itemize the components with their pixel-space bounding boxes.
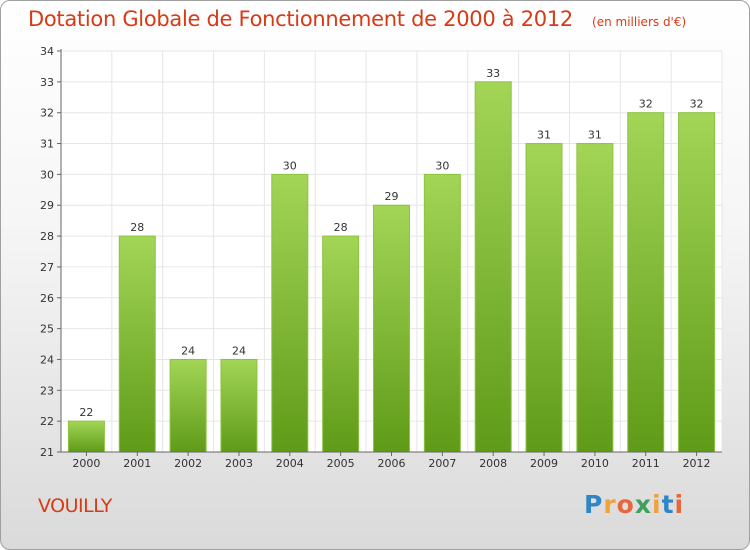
data-label: 29: [385, 190, 399, 203]
data-label: 24: [181, 344, 195, 357]
logo-letter: x: [634, 490, 652, 519]
y-tick-label: 29: [40, 199, 54, 212]
bar: [576, 143, 614, 453]
bar: [678, 112, 716, 453]
logo-letter: P: [584, 490, 604, 519]
data-label: 31: [588, 129, 602, 142]
bar: [423, 173, 461, 453]
bar: [474, 81, 512, 453]
y-tick-label: 27: [40, 261, 54, 274]
y-tick-label: 34: [40, 45, 54, 58]
y-tick-label: 23: [40, 384, 54, 397]
bar: [373, 204, 410, 453]
chart-unit: (en milliers d'€): [592, 15, 687, 29]
x-tick-label: 2003: [225, 457, 253, 470]
y-tick-label: 21: [40, 446, 54, 459]
bar: [118, 235, 156, 453]
data-label: 32: [639, 98, 653, 111]
y-tick-label: 24: [40, 353, 54, 366]
proxiti-logo: Proxiti: [584, 490, 684, 519]
logo-letter: o: [616, 490, 635, 519]
bar: [627, 112, 665, 453]
chart-title: Dotation Globale de Fonctionnement de 20…: [28, 7, 573, 31]
logo-letter: i: [674, 490, 685, 519]
y-tick-label: 30: [40, 168, 54, 181]
x-tick-label: 2004: [276, 457, 304, 470]
x-tick-label: 2012: [683, 457, 711, 470]
x-tick-label: 2009: [530, 457, 558, 470]
logo-letter: r: [603, 490, 617, 519]
x-tick-label: 2007: [428, 457, 456, 470]
x-tick-label: 2001: [123, 457, 151, 470]
x-tick-label: 2008: [479, 457, 507, 470]
data-label: 30: [283, 159, 297, 172]
data-label: 32: [690, 98, 704, 111]
data-label: 33: [486, 67, 500, 80]
bar: [322, 235, 360, 453]
y-tick-label: 32: [40, 107, 54, 120]
x-tick-label: 2002: [174, 457, 202, 470]
data-label: 30: [435, 159, 449, 172]
data-label: 28: [130, 221, 144, 234]
bar: [220, 358, 258, 453]
y-tick-label: 33: [40, 76, 54, 89]
data-label: 31: [537, 129, 551, 142]
x-tick-label: 2006: [378, 457, 406, 470]
y-tick-label: 22: [40, 415, 54, 428]
bar: [525, 143, 563, 453]
x-tick-label: 2010: [581, 457, 609, 470]
x-tick-label: 2000: [72, 457, 100, 470]
bar: [169, 358, 207, 453]
bar: [67, 420, 105, 453]
logo-letter: i: [652, 490, 662, 519]
data-label: 28: [334, 221, 348, 234]
y-tick-label: 26: [40, 292, 54, 305]
y-tick-label: 25: [40, 323, 54, 336]
x-tick-label: 2005: [327, 457, 355, 470]
bar: [271, 173, 309, 453]
y-tick-label: 31: [40, 138, 54, 151]
commune-name: VOUILLY: [38, 495, 112, 517]
y-tick-label: 28: [40, 230, 54, 243]
x-tick-label: 2011: [632, 457, 660, 470]
data-label: 22: [79, 406, 93, 419]
title-row: Dotation Globale de Fonctionnement de 20…: [28, 7, 686, 31]
data-label: 24: [232, 344, 246, 357]
logo-letter: t: [661, 490, 675, 519]
